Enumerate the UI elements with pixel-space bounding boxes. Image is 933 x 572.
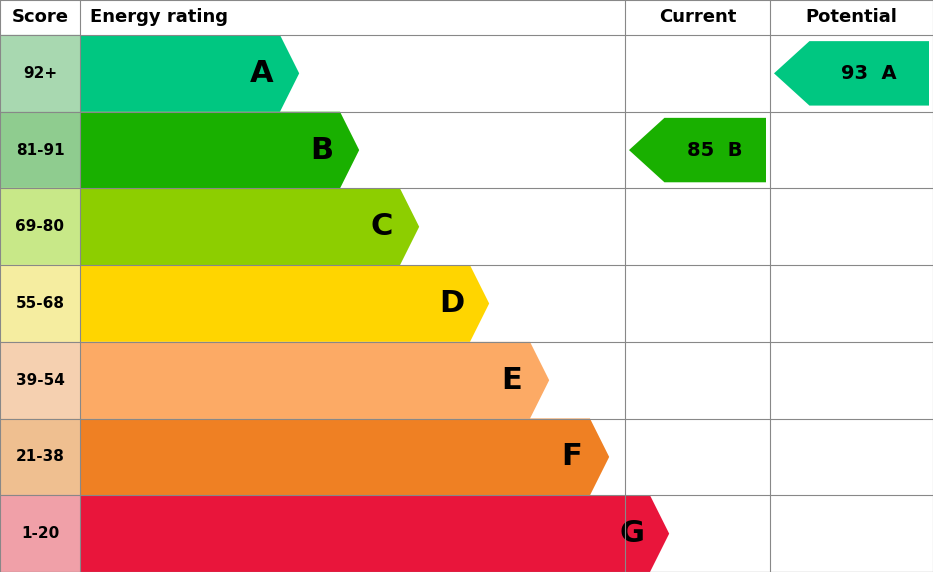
Text: 69-80: 69-80: [16, 219, 64, 235]
Polygon shape: [80, 35, 299, 112]
Bar: [0, 188, 80, 265]
Polygon shape: [774, 41, 929, 106]
Text: G: G: [620, 519, 645, 548]
Text: 21-38: 21-38: [16, 450, 64, 464]
Polygon shape: [629, 118, 766, 182]
Text: 1-20: 1-20: [21, 526, 59, 541]
Text: Energy rating: Energy rating: [90, 9, 228, 26]
Bar: [0, 35, 80, 112]
Polygon shape: [80, 495, 669, 572]
Bar: [0, 265, 80, 342]
Text: A: A: [250, 59, 273, 88]
Text: 85  B: 85 B: [688, 141, 743, 160]
Text: D: D: [439, 289, 465, 318]
Text: 93  A: 93 A: [842, 64, 897, 83]
Polygon shape: [80, 419, 609, 495]
Bar: [0, 112, 80, 188]
Text: B: B: [311, 136, 334, 165]
Text: C: C: [370, 212, 393, 241]
Text: F: F: [562, 442, 582, 471]
Text: 55-68: 55-68: [16, 296, 64, 311]
Polygon shape: [80, 342, 550, 419]
Bar: [0, 342, 80, 419]
Text: E: E: [502, 366, 522, 395]
Polygon shape: [80, 188, 419, 265]
Text: 39-54: 39-54: [16, 373, 64, 388]
Polygon shape: [80, 112, 359, 188]
Text: 92+: 92+: [23, 66, 57, 81]
Text: Score: Score: [11, 9, 68, 26]
Bar: [0, 495, 80, 572]
Text: Potential: Potential: [805, 9, 898, 26]
Bar: [0, 419, 80, 495]
Text: Current: Current: [659, 9, 736, 26]
Polygon shape: [80, 265, 489, 342]
Text: 81-91: 81-91: [16, 142, 64, 157]
